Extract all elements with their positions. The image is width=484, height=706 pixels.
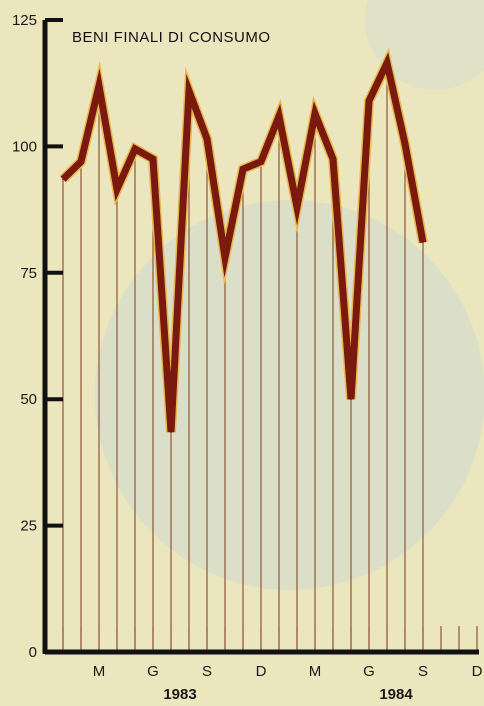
data-point xyxy=(80,160,82,163)
data-point xyxy=(152,158,154,160)
y-tick-label: 75 xyxy=(20,265,37,282)
tick-marks xyxy=(62,626,478,652)
data-point xyxy=(314,112,316,115)
data-point xyxy=(260,160,262,163)
data-point xyxy=(98,84,100,87)
x-tick-label: S xyxy=(418,663,428,680)
y-tick-label: 125 xyxy=(12,12,37,29)
data-point xyxy=(116,188,118,191)
x-tick-label: M xyxy=(93,663,106,680)
y-tick-labels: 0 25 50 75 100 125 xyxy=(12,12,37,661)
x-tick-label: G xyxy=(363,663,375,680)
y-tick-label: 100 xyxy=(12,138,37,155)
x-tick-label: D xyxy=(472,663,483,680)
background-blob-top xyxy=(365,0,484,90)
data-point xyxy=(134,148,136,150)
data-point xyxy=(296,206,298,208)
data-point xyxy=(404,143,406,145)
data-point xyxy=(368,100,370,102)
x-tick-label: D xyxy=(256,663,267,680)
y-tick-label: 25 xyxy=(20,518,37,535)
x-tick-label: S xyxy=(202,663,212,680)
y-tick-label: 0 xyxy=(29,644,37,661)
data-point xyxy=(242,168,244,170)
data-point xyxy=(386,62,388,64)
chart-title: BENI FINALI DI CONSUMO xyxy=(72,29,271,46)
data-point xyxy=(188,89,190,92)
data-point xyxy=(206,138,208,140)
year-label: 1983 xyxy=(163,686,196,703)
data-point xyxy=(224,256,226,259)
y-tick-label: 50 xyxy=(20,391,37,408)
data-point xyxy=(170,431,172,433)
x-tick-label: M xyxy=(309,663,322,680)
data-point xyxy=(332,158,334,160)
series xyxy=(59,47,428,433)
axes xyxy=(42,18,479,655)
year-labels: 1983 1984 xyxy=(163,686,413,703)
data-point xyxy=(350,398,352,401)
x-tick-label: G xyxy=(147,663,159,680)
data-point xyxy=(62,178,64,181)
year-label: 1984 xyxy=(379,686,413,703)
data-point xyxy=(422,241,424,244)
data-point xyxy=(278,115,280,117)
